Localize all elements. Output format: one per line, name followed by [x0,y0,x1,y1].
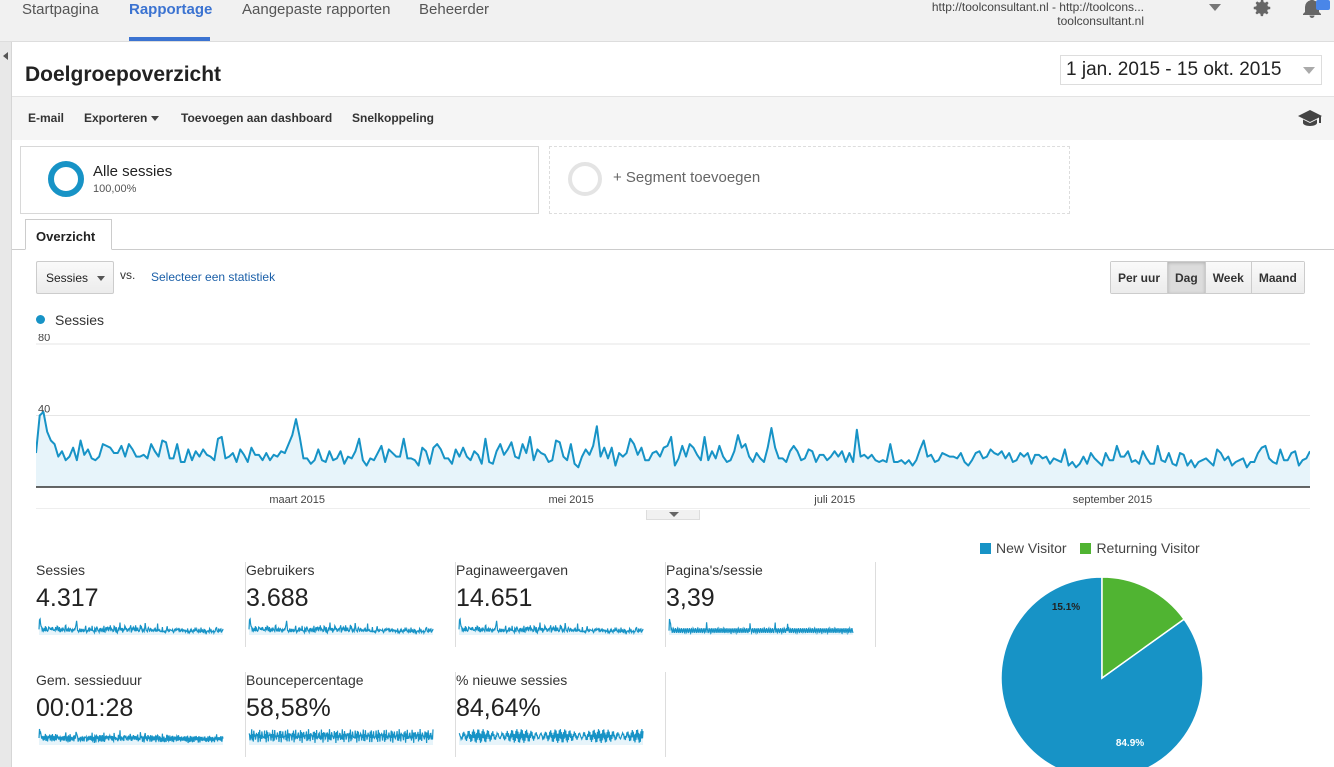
scorecard[interactable]: Gebruikers 3.688 [246,562,456,647]
scorecard-label: Paginaweergaven [456,562,569,578]
legend-series-name: Sessies [55,312,105,328]
account-name: toolconsultant.nl [1057,14,1144,28]
granularity-hourly-button[interactable]: Per uur [1111,262,1169,293]
tab-startpagina[interactable]: Startpagina [22,1,99,18]
sparkline [668,618,854,636]
chart-legend: Sessies [36,312,104,328]
empty-ring-icon [568,162,602,196]
select-metric-link[interactable]: Selecteer een statistiek [151,270,276,284]
active-tab-indicator [129,37,210,41]
scorecard-label: Sessies [36,562,86,578]
visitor-type-pie-chart[interactable]: 84.9% 15.1% [990,566,1220,767]
sparkline [458,617,644,636]
legend-swatch-new [980,543,991,554]
scorecard-label: Gem. sessieduur [36,672,142,688]
tab-aangepaste-rapporten[interactable]: Aangepaste rapporten [242,1,391,18]
pie-legend: New Visitor Returning Visitor [980,540,1200,556]
granularity-week-button[interactable]: Week [1205,262,1252,293]
email-button[interactable]: E-mail [28,111,65,125]
chevron-down-icon [97,276,105,281]
metric-dropdown[interactable]: Sessies [36,261,114,294]
sparkline [38,728,224,745]
scorecard-value: 3,39 [666,584,715,612]
segment-label: Alle sessies [93,163,173,180]
export-label: Exporteren [84,111,148,125]
tab-divider [12,249,1334,250]
scorecard[interactable]: % nieuwe sessies 84,64% [456,672,666,757]
sparkline [248,728,434,745]
add-segment-button[interactable]: + Segment toevoegen [549,146,1070,214]
report-toolbar: E-mail Exporteren Toevoegen aan dashboar… [12,96,1334,140]
scorecard-value: 84,64% [456,694,541,722]
segment-all-sessions[interactable]: Alle sessies 100,00% [20,146,539,214]
account-selector[interactable]: http://toolconsultant.nl - http://toolco… [932,0,1144,28]
legend-dot-icon [36,315,45,324]
sidebar-collapse-strip[interactable] [0,42,12,767]
pie-slice[interactable] [1101,576,1186,680]
export-button[interactable]: Exporteren [84,111,160,125]
pie-data-label: 84.9% [1116,738,1144,749]
date-range-picker[interactable]: 1 jan. 2015 - 15 okt. 2015 [1060,55,1322,85]
add-to-dashboard-button[interactable]: Toevoegen aan dashboard [181,111,333,125]
sparkline [248,617,434,636]
scorecard-label: Pagina's/sessie [666,562,763,578]
y-tick-label: 40 [38,404,50,416]
segment-percentage: 100,00% [93,183,137,195]
legend-label-new: New Visitor [996,540,1067,556]
x-tick-label: maart 2015 [269,494,325,506]
add-segment-label: + Segment toevoegen [613,169,761,186]
x-tick-label: mei 2015 [548,494,593,506]
chevron-down-icon[interactable] [1303,67,1315,74]
account-dropdown-icon[interactable] [1209,4,1221,11]
scorecard[interactable]: Paginaweergaven 14.651 [456,562,666,647]
scorecard[interactable]: Bouncepercentage 58,58% [246,672,456,757]
segment-ring-icon [48,161,84,197]
x-tick-label: juli 2015 [813,494,855,506]
sessions-line-chart[interactable]: 40 80 maart 2015 mei 2015 juli 2015 september… [36,334,1310,509]
tab-overzicht[interactable]: Overzicht [25,219,112,250]
scorecard-value: 14.651 [456,584,533,612]
gear-icon[interactable] [1251,0,1273,19]
scorecard-label: Bouncepercentage [246,672,364,688]
vs-label: vs. [120,268,136,282]
scorecard-value: 58,58% [246,694,331,722]
scorecard-label: % nieuwe sessies [456,672,568,688]
page-title: Doelgroepoverzicht [25,63,222,86]
shortcut-button[interactable]: Snelkoppeling [352,111,435,125]
tab-beheerder[interactable]: Beheerder [419,1,490,18]
graduation-cap-icon[interactable] [1298,109,1322,127]
y-tick-label: 80 [38,334,50,344]
granularity-toggle: Per uur Dag Week Maand [1110,261,1305,294]
tab-rapportage[interactable]: Rapportage [129,1,213,18]
legend-swatch-returning [1080,543,1092,554]
x-tick-label: september 2015 [1073,494,1153,506]
legend-label-returning: Returning Visitor [1096,540,1200,556]
granularity-month-button[interactable]: Maand [1251,262,1304,293]
series-line [36,410,1310,469]
scorecard-value: 4.317 [36,584,99,612]
series-area [36,411,1310,487]
metric-dropdown-value: Sessies [46,271,89,285]
scorecard[interactable]: Pagina's/sessie 3,39 [666,562,876,647]
sparkline [458,728,644,745]
scorecard[interactable]: Gem. sessieduur 00:01:28 [36,672,246,757]
notification-badge [1316,0,1330,10]
scorecard-value: 3.688 [246,584,309,612]
chart-collapse-handle[interactable] [646,510,700,520]
collapse-arrow-icon[interactable] [3,52,8,60]
date-range-value: 1 jan. 2015 - 15 okt. 2015 [1066,59,1282,80]
chevron-down-icon [669,512,679,517]
pie-data-label: 15.1% [1052,602,1080,613]
top-navigation: Startpagina Rapportage Aangepaste rappor… [0,0,1334,42]
scorecard[interactable]: Sessies 4.317 [36,562,246,647]
scorecard-value: 00:01:28 [36,694,134,722]
scorecard-label: Gebruikers [246,562,315,578]
chevron-down-icon [151,116,160,122]
sparkline [38,617,224,636]
account-url: http://toolconsultant.nl - http://toolco… [931,0,1144,14]
granularity-day-button[interactable]: Dag [1168,262,1206,293]
